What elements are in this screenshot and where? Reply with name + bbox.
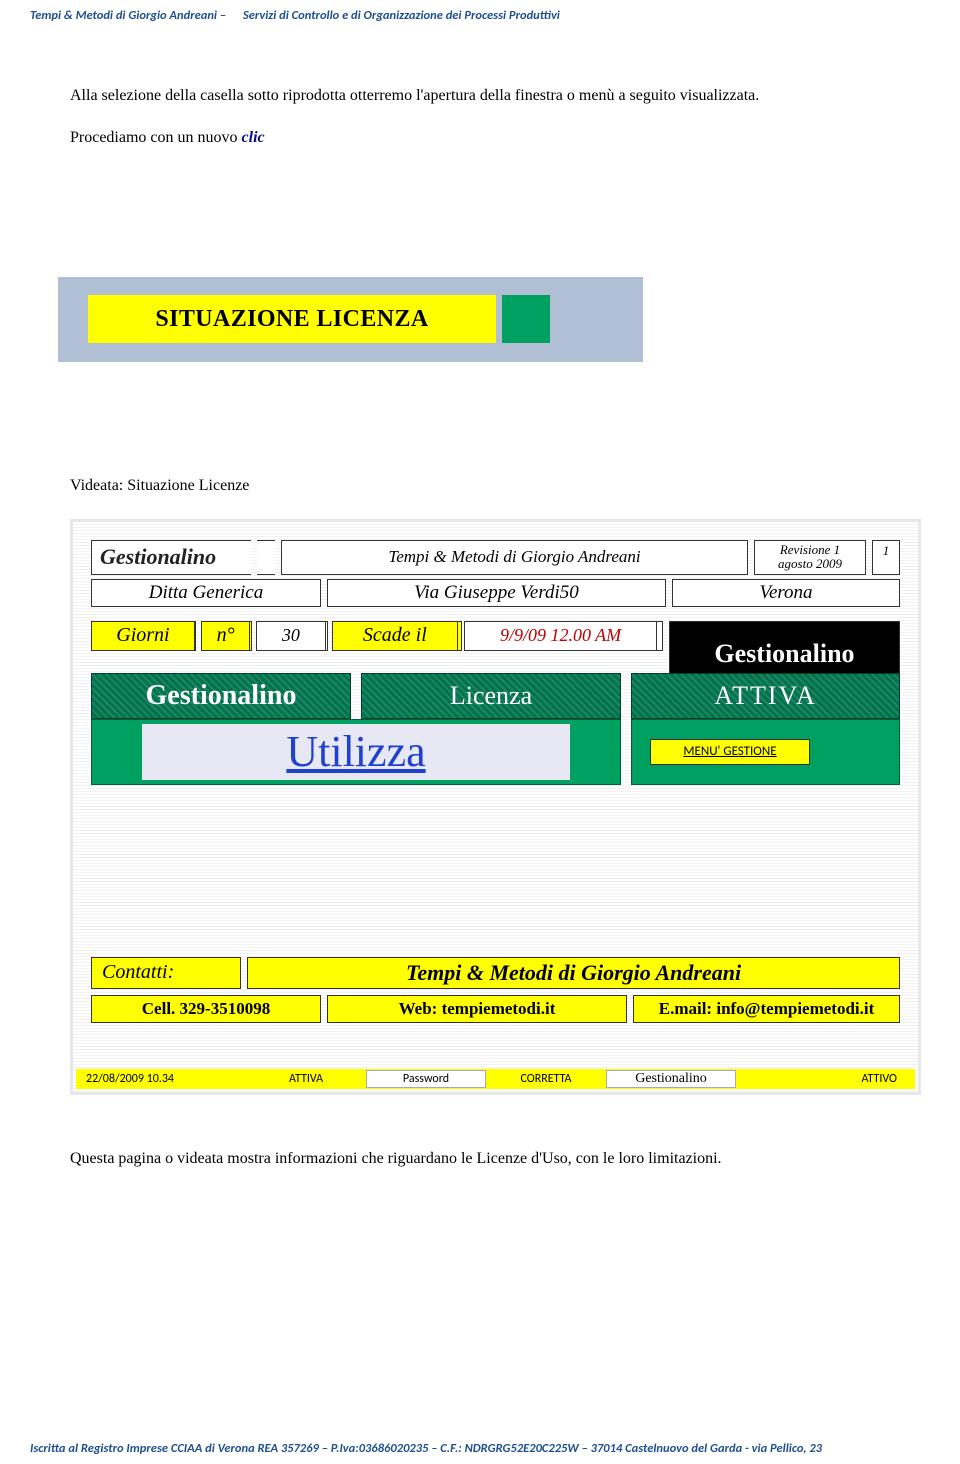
spacer (257, 540, 275, 575)
app-panel: Gestionalino Tempi & Metodi di Giorgio A… (70, 519, 921, 1095)
sb-datetime: 22/08/2009 10.34 (76, 1072, 246, 1086)
license-row-2: Giorni n° 30 Scade il 9/9/09 12.00 AM (91, 621, 657, 651)
revision-line1: Revisione 1 (755, 543, 865, 557)
sb-password: Password (366, 1070, 486, 1088)
paragraph-2: Procediamo con un nuovo clic (70, 129, 890, 147)
sb-attivo: ATTIVO (736, 1072, 915, 1086)
situazione-banner-yellow[interactable]: SITUAZIONE LICENZA (88, 295, 496, 343)
company-name: Ditta Generica (91, 579, 321, 607)
giorni-num: 30 (256, 621, 325, 651)
license-grid: Licenza n° 15 Attivata il 10/8/09 12.00 … (91, 621, 900, 651)
utilizza-link[interactable]: Utilizza (286, 726, 425, 777)
header-right: Servizi di Controllo e di Organizzazione… (243, 8, 560, 23)
status-attiva-text: ATTIVA (714, 681, 817, 711)
paragraph-2a: Procediamo con un nuovo (70, 129, 242, 146)
menu-gestione-box: MENU' GESTIONE (631, 719, 900, 785)
contacts-block: Contatti: Tempi & Metodi di Giorgio Andr… (91, 957, 900, 1023)
scade-value: 9/9/09 12.00 AM (464, 621, 657, 651)
situazione-banner-label: SITUAZIONE LICENZA (155, 306, 428, 333)
app-logo-box: Gestionalino (91, 540, 251, 575)
company-city: Verona (672, 579, 900, 607)
page-content: Alla selezione della casella sotto ripro… (0, 23, 960, 1168)
revision-box: Revisione 1 agosto 2009 (754, 540, 866, 575)
utilizza-inner: Utilizza (142, 724, 570, 780)
contacts-cell: Cell. 329-3510098 (91, 995, 321, 1023)
clic-word: clic (242, 129, 265, 146)
status-gest: Gestionalino (91, 673, 351, 719)
label-scade: Scade il (332, 621, 459, 651)
contacts-email: E.mail: info@tempiemetodi.it (633, 995, 900, 1023)
contacts-row-2: Cell. 329-3510098 Web: tempiemetodi.it E… (91, 995, 900, 1023)
utilizza-box[interactable]: Utilizza (91, 719, 621, 785)
status-licenza-text: Licenza (450, 681, 532, 711)
utilizza-row: Utilizza MENU' GESTIONE (91, 719, 900, 785)
gestionalino-card-text: Gestionalino (714, 639, 854, 669)
status-licenza: Licenza (361, 673, 621, 719)
page-header: Tempi & Metodi di Giorgio Andreani – Ser… (0, 0, 960, 23)
status-row: Gestionalino Licenza ATTIVA (91, 673, 900, 719)
status-attiva: ATTIVA (631, 673, 900, 719)
label-giorni: Giorni (91, 621, 195, 651)
sb-attiva: ATTIVA (246, 1072, 366, 1086)
header-left: Tempi & Metodi di Giorgio Andreani (30, 8, 217, 23)
sb-corretta: CORRETTA (486, 1072, 606, 1086)
contacts-web: Web: tempiemetodi.it (327, 995, 627, 1023)
status-gest-text: Gestionalino (146, 680, 297, 712)
contacts-row-1: Contatti: Tempi & Metodi di Giorgio Andr… (91, 957, 900, 989)
menu-gestione-button[interactable]: MENU' GESTIONE (650, 739, 810, 765)
sb-gest: Gestionalino (606, 1070, 736, 1088)
revision-line2: agosto 2009 (755, 557, 865, 571)
header-sep: – (220, 8, 226, 23)
situazione-banner: SITUAZIONE LICENZA (58, 277, 643, 362)
contacts-title: Tempi & Metodi di Giorgio Andreani (247, 957, 900, 989)
situazione-banner-green[interactable] (502, 295, 550, 343)
page-number: 1 (872, 540, 900, 575)
company-addr: Via Giuseppe Verdi50 (327, 579, 666, 607)
videata-label: Videata: Situazione Licenze (70, 477, 890, 495)
label-n2: n° (201, 621, 250, 651)
company-row: Ditta Generica Via Giuseppe Verdi50 Vero… (91, 579, 900, 607)
gestionalino-logo: Gestionalino (100, 544, 216, 570)
contacts-label: Contatti: (91, 957, 241, 989)
app-title: Tempi & Metodi di Giorgio Andreani (281, 540, 748, 575)
app-statusbar: 22/08/2009 10.34 ATTIVA Password CORRETT… (76, 1069, 915, 1089)
paragraph-after-app: Questa pagina o videata mostra informazi… (70, 1150, 890, 1168)
paragraph-1: Alla selezione della casella sotto ripro… (70, 85, 890, 107)
page-footer: Iscritta al Registro Imprese CCIAA di Ve… (30, 1441, 930, 1456)
app-title-row: Gestionalino Tempi & Metodi di Giorgio A… (91, 540, 900, 575)
